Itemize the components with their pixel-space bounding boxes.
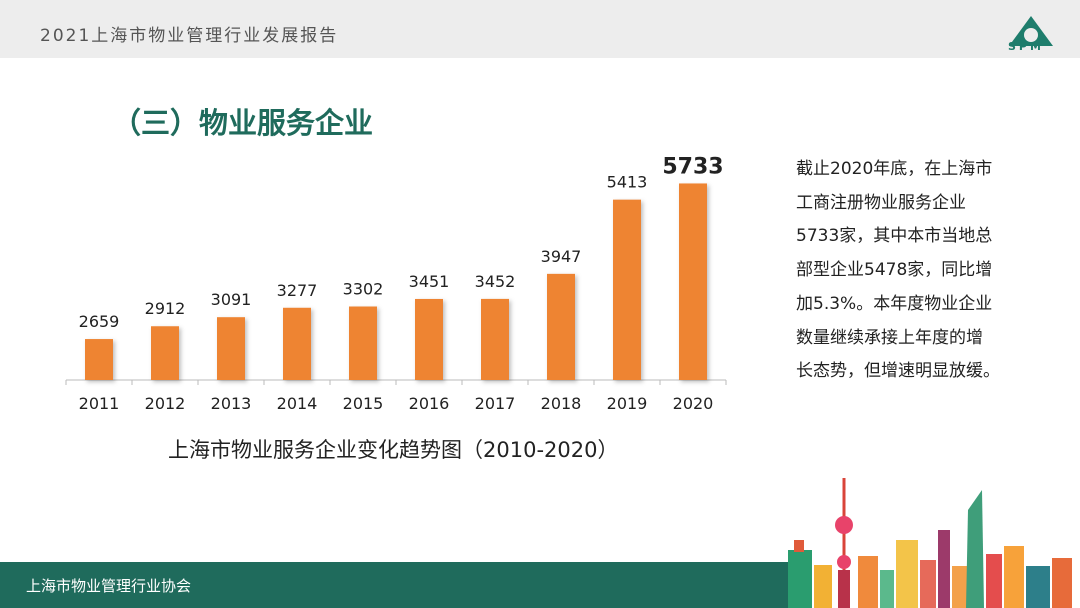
spm-logo-icon: [1009, 16, 1053, 46]
data-label-2017: 3452: [475, 272, 516, 291]
description-line: 加5.3%。本年度物业企业: [796, 293, 993, 314]
section-title: （三）物业服务企业: [112, 106, 374, 140]
x-tick-label-2019: 2019: [607, 394, 648, 413]
chart-caption: 上海市物业服务企业变化趋势图（2010-2020）: [168, 438, 619, 462]
data-label-2016: 3451: [409, 272, 450, 291]
x-tick-label-2012: 2012: [145, 394, 186, 413]
bar-2019: [613, 199, 641, 380]
data-label-2019: 5413: [607, 173, 648, 192]
description-line: 截止2020年底，在上海市: [796, 159, 993, 179]
x-tick-label-2018: 2018: [541, 394, 582, 413]
description-line: 5733家，其中本市当地总: [796, 226, 993, 247]
description-line: 部型企业5478家，同比增: [796, 260, 993, 281]
data-label-2014: 3277: [277, 281, 318, 300]
x-tick-label-2017: 2017: [475, 394, 516, 413]
bar-2016: [415, 298, 443, 380]
city-skyline-illustration: [788, 478, 1072, 608]
bar-2011: [85, 339, 113, 380]
data-label-2015: 3302: [343, 280, 384, 299]
footer-bar: 上海市物业管理行业协会: [0, 562, 788, 608]
bar-2014: [283, 307, 311, 380]
logo-text: SPM: [1008, 40, 1044, 53]
description-line: 数量继续承接上年度的增: [796, 327, 983, 348]
bar-2017: [481, 298, 509, 380]
bar-2020: [679, 183, 707, 380]
data-label-2012: 2912: [145, 299, 186, 318]
bar-2012: [151, 326, 179, 380]
bar-2018: [547, 273, 575, 380]
x-tick-label-2013: 2013: [211, 394, 252, 413]
bar-2015: [349, 306, 377, 380]
x-tick-label-2020: 2020: [673, 394, 714, 413]
description-line: 工商注册物业服务企业: [796, 192, 966, 213]
data-label-2020: 5733: [662, 154, 723, 179]
data-label-2011: 2659: [79, 312, 120, 331]
data-label-2018: 3947: [541, 247, 582, 266]
bar-chart: 2659 2011 2912 2012 3091 2013 3277 2014 3302 2015…: [65, 154, 727, 413]
x-tick-label-2016: 2016: [409, 394, 450, 413]
description-line: 长态势，但增速明显放缓。: [796, 361, 1000, 382]
data-label-2013: 3091: [211, 290, 252, 309]
top-bar: 2021上海市物业管理行业发展报告 SPM: [0, 0, 1080, 58]
report-title: 2021上海市物业管理行业发展报告: [40, 26, 339, 46]
x-tick-label-2014: 2014: [277, 394, 318, 413]
footer-org-name: 上海市物业管理行业协会: [26, 577, 192, 595]
x-tick-label-2015: 2015: [343, 394, 384, 413]
bar-2013: [217, 317, 245, 380]
description-text: 截止2020年底，在上海市 工商注册物业服务企业 5733家，其中本市当地总 部…: [796, 153, 1016, 389]
x-tick-label-2011: 2011: [79, 394, 120, 413]
